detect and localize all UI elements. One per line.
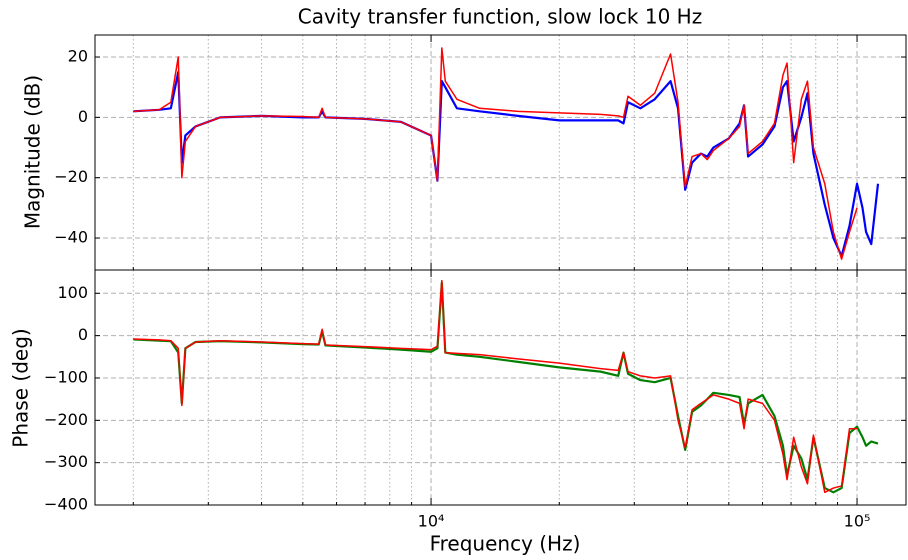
y-tick-label: −400 xyxy=(44,495,88,514)
data-line xyxy=(133,71,880,258)
y-tick-label: −200 xyxy=(44,410,88,429)
data-line xyxy=(133,47,858,260)
y-tick-label: −300 xyxy=(44,452,88,471)
x-tick-label: 10⁴ xyxy=(418,512,445,531)
data-line xyxy=(133,279,858,494)
y-tick-label: 0 xyxy=(78,107,88,126)
y-axis-label: Phase (deg) xyxy=(9,328,33,447)
data-line xyxy=(133,281,879,494)
y-tick-label: −20 xyxy=(54,167,88,186)
axes-frame xyxy=(94,269,907,506)
chart-title: Cavity transfer function, slow lock 10 H… xyxy=(298,5,702,29)
y-axis-label: Magnitude (dB) xyxy=(21,75,45,229)
y-tick-label: −100 xyxy=(44,367,88,386)
y-tick-label: 100 xyxy=(57,283,88,302)
y-tick-label: 20 xyxy=(68,47,88,66)
x-tick-label: 10⁵ xyxy=(844,512,871,531)
y-tick-label: 0 xyxy=(78,325,88,344)
y-tick-label: −40 xyxy=(54,228,88,247)
x-axis-label: Frequency (Hz) xyxy=(430,532,581,556)
